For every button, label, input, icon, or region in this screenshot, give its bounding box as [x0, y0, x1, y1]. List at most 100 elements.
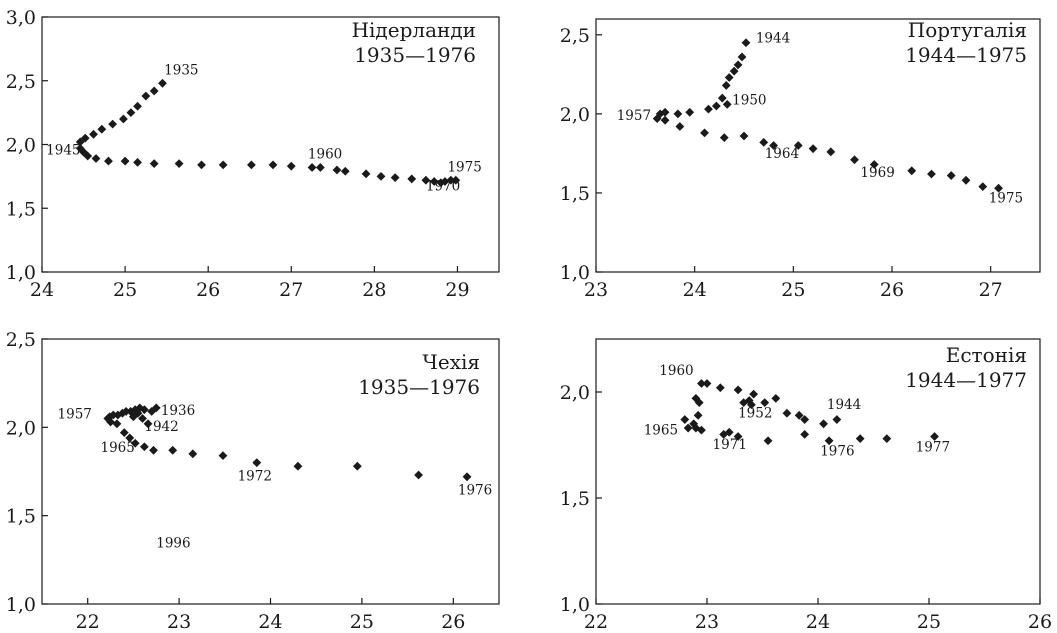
data-point [149, 445, 158, 455]
data-point [994, 183, 1003, 193]
data-point [824, 436, 834, 446]
panel-title: Португалія [908, 18, 1027, 42]
data-point [75, 137, 85, 147]
x-tick-label: 25 [781, 279, 805, 301]
data-point [763, 436, 773, 446]
y-tick-label: 1,0 [560, 594, 590, 616]
x-tick-label: 26 [1028, 611, 1052, 633]
data-point [711, 101, 721, 111]
data-point [352, 461, 362, 471]
panel-title: Естонія [946, 343, 1027, 367]
data-point [793, 141, 803, 150]
data-point [429, 177, 439, 186]
year-label: 1960 [308, 147, 342, 163]
data-point [930, 432, 939, 441]
year-label: 1972 [238, 468, 272, 484]
x-tick-label: 24 [683, 279, 707, 301]
data-point [436, 178, 446, 188]
data-point [978, 182, 988, 192]
year-label: 1957 [58, 407, 92, 423]
data-point [340, 166, 350, 176]
x-tick-label: 27 [279, 279, 303, 301]
data-point [451, 175, 461, 185]
data-point [91, 154, 101, 163]
data-point [722, 99, 732, 109]
data-point [737, 52, 747, 62]
x-tick-label: 22 [76, 611, 100, 633]
x-tick-label: 26 [880, 279, 904, 301]
data-point [143, 419, 153, 429]
data-point [361, 169, 371, 179]
data-point [794, 410, 804, 420]
data-point [800, 415, 810, 424]
data-point [119, 428, 129, 438]
data-point [683, 423, 693, 433]
year-label: 1977 [916, 439, 950, 455]
data-point [693, 410, 703, 420]
panel-portugal: 23 24 25 26 27 1,0 1,5 2,0 2,5 Португалія1944—197… [560, 18, 1041, 301]
y-tick-label: 1,5 [6, 506, 36, 528]
year-label: 1942 [144, 419, 178, 435]
data-point [697, 379, 706, 388]
data-point [440, 177, 450, 186]
data-point [660, 115, 670, 125]
data-point [268, 160, 278, 170]
data-point [826, 147, 836, 157]
data-point [741, 38, 751, 48]
data-point [126, 108, 136, 118]
year-label: 1960 [659, 363, 693, 379]
x-tick-label: 29 [445, 279, 469, 301]
y-tick-label: 2,0 [560, 382, 590, 404]
data-point [83, 151, 93, 161]
x-tick-label: 26 [441, 611, 465, 633]
y-tick-label: 2,5 [560, 25, 590, 47]
year-label: 1971 [713, 437, 747, 453]
data-point [80, 133, 90, 143]
data-point [390, 173, 400, 183]
y-tick-label: 2,5 [6, 329, 36, 351]
year-label: 1975 [989, 190, 1023, 206]
data-point [138, 414, 147, 423]
x-tick-label: 24 [258, 611, 282, 633]
x-tick-label: 23 [695, 611, 719, 633]
data-point [652, 114, 662, 124]
data-point [673, 109, 683, 119]
year-label: 1936 [161, 403, 195, 419]
year-label: 1944 [756, 31, 790, 47]
data-point [133, 101, 142, 111]
data-point [158, 78, 167, 88]
data-point [218, 451, 228, 460]
data-point [882, 434, 892, 444]
data-point [961, 175, 971, 185]
data-point [149, 86, 159, 96]
x-tick-label: 23 [584, 279, 608, 301]
data-point [739, 131, 749, 141]
x-tick-label: 25 [917, 611, 941, 633]
y-tick-label: 2,0 [6, 417, 36, 439]
panel-subtitle: 1935—1976 [358, 375, 480, 399]
data-point [293, 461, 303, 471]
year-label: 1935 [164, 62, 198, 78]
year-label: 1950 [732, 92, 766, 108]
data-point [739, 398, 749, 407]
data-point [376, 171, 386, 181]
data-point [704, 104, 713, 114]
data-point [729, 66, 739, 76]
panel-subtitle: 1944—1975 [905, 43, 1027, 67]
data-point [129, 412, 138, 422]
year-label: 1957 [617, 108, 651, 124]
data-point [75, 143, 85, 153]
data-point [113, 410, 123, 420]
data-point [286, 161, 296, 171]
data-point [197, 160, 206, 170]
year-label: 1976 [820, 444, 854, 460]
data-point [702, 379, 712, 388]
data-point [112, 419, 122, 429]
data-point [749, 389, 759, 399]
y-tick-label: 2,0 [6, 135, 36, 157]
y-tick-label: 2,0 [560, 104, 590, 126]
data-point [850, 155, 859, 165]
data-point [104, 156, 113, 166]
